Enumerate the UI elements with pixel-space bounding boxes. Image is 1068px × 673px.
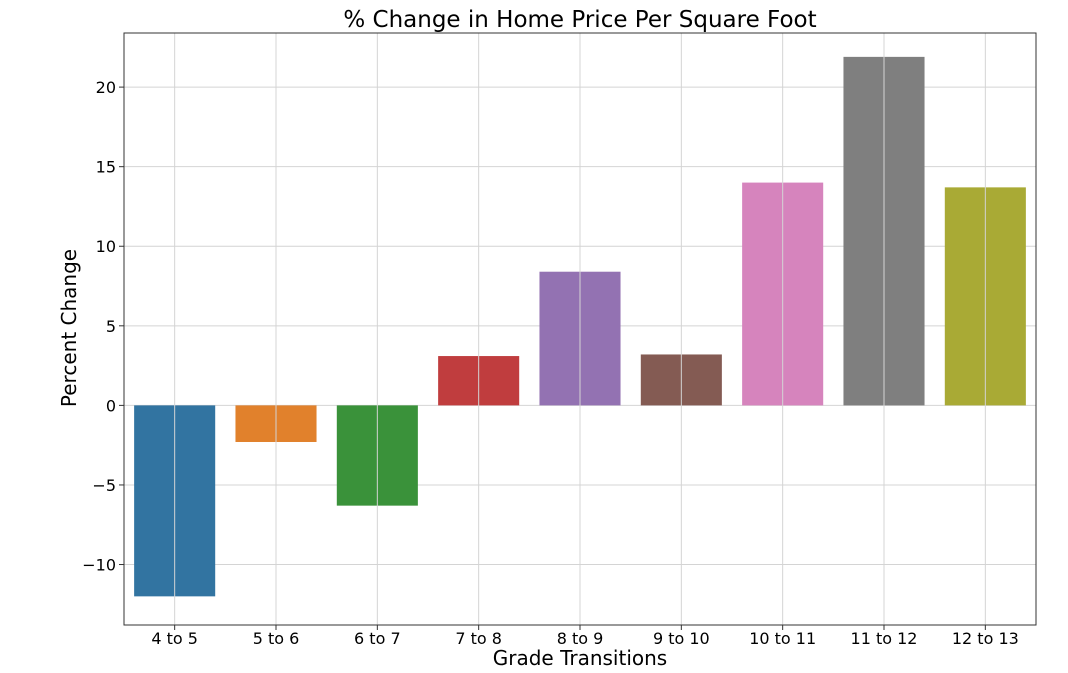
y-tick-label: 15 (96, 158, 116, 177)
x-tick-label: 11 to 12 (851, 629, 918, 648)
y-axis-ticks: −10 −5 0 5 10 15 20 (82, 78, 124, 575)
x-axis-label: Grade Transitions (493, 646, 667, 670)
y-tick-label: −10 (82, 556, 116, 575)
y-tick-label: 0 (106, 396, 116, 415)
y-axis-label: Percent Change (57, 249, 81, 407)
chart-title: % Change in Home Price Per Square Foot (343, 7, 816, 33)
x-tick-label: 10 to 11 (749, 629, 816, 648)
x-tick-label: 9 to 10 (653, 629, 710, 648)
x-axis-ticks: 4 to 5 5 to 6 6 to 7 7 to 8 8 to 9 9 to 10 10 … (151, 625, 1019, 648)
x-tick-label: 12 to 13 (952, 629, 1019, 648)
x-tick-label: 8 to 9 (557, 629, 604, 648)
y-tick-label: 10 (96, 237, 116, 256)
x-tick-label: 6 to 7 (354, 629, 401, 648)
y-tick-label: 5 (106, 317, 116, 336)
x-tick-label: 5 to 6 (253, 629, 300, 648)
x-tick-label: 4 to 5 (151, 629, 198, 648)
y-tick-label: 20 (96, 78, 116, 97)
vertical-grid-lines (174, 33, 986, 625)
x-tick-label: 7 to 8 (455, 629, 502, 648)
y-tick-label: −5 (92, 476, 116, 495)
